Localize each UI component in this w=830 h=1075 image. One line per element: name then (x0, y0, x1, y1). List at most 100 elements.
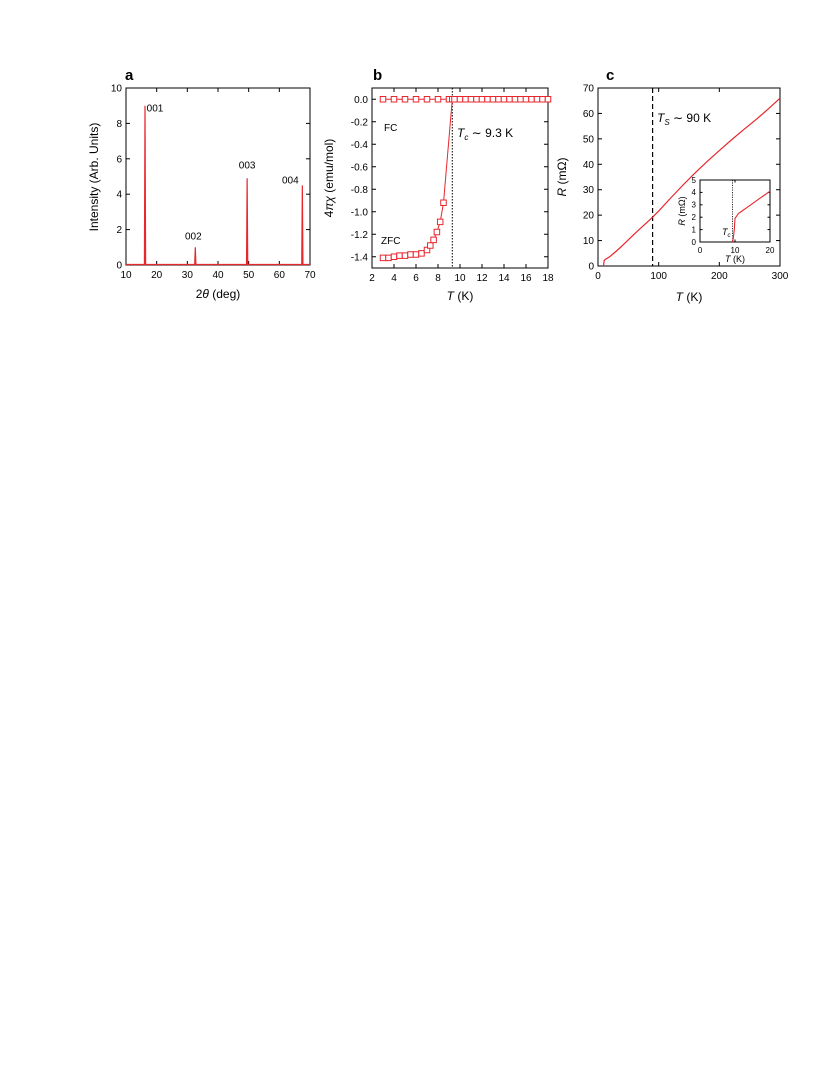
b-x-tick-label: 6 (413, 273, 419, 284)
panel-a-y-label: Intensity (Arb. Units) (87, 123, 101, 232)
panel-c-inset-x-label: T (K) (725, 254, 745, 264)
panel-b-fc-marker (462, 96, 469, 103)
panel-c-x-label: T (K) (676, 290, 703, 304)
panel-b-fc-marker (390, 96, 398, 103)
panel-b: b 2 4 6 8 10 12 14 16 18 0.0 -0.2 -0.4 -0.6 -0.8 -1.0… (322, 67, 554, 303)
c-y-tick-label: 10 (583, 236, 595, 247)
b-x-tick-label: 2 (369, 273, 375, 284)
c-x-tick-label: 200 (711, 271, 728, 282)
panel-b-y-ticks: 0.0 -0.2 -0.4 -0.6 -0.8 -1.0 -1.2 -1.4 (351, 95, 548, 263)
panel-b-fc-marker (456, 96, 464, 103)
a-y-tick-label: 10 (111, 84, 123, 95)
panel-b-fc-marker (544, 96, 552, 103)
panel-a-peak-label: 002 (185, 231, 202, 242)
panel-b-zfc-marker (385, 254, 392, 262)
panel-c-inset-frame (699, 179, 771, 243)
a-x-tick-label: 50 (243, 270, 255, 281)
c-x-tick-label: 100 (650, 271, 667, 282)
panel-c-inset-y-label: R (mΩ) (677, 196, 687, 225)
panel-b-fc-marker (533, 96, 541, 103)
ci-y-tick-label: 1 (692, 225, 697, 234)
panel-b-legend-zfc: ZFC (381, 236, 400, 247)
b-y-tick-label: -0.8 (351, 185, 369, 196)
panel-c-x-ticks: 0 100 200 300 (595, 88, 789, 282)
b-x-tick-label: 4 (391, 273, 397, 284)
panel-b-letter: b (373, 67, 382, 84)
panel-b-markers (379, 96, 552, 262)
b-x-tick-label: 14 (498, 273, 510, 284)
panel-a-letter: a (125, 67, 134, 84)
b-x-tick-label: 10 (454, 273, 466, 284)
b-x-tick-label: 12 (476, 273, 488, 284)
c-x-tick-label: 0 (595, 271, 601, 282)
panel-b-zfc-marker (412, 251, 420, 258)
b-y-tick-label: -0.4 (351, 140, 369, 151)
b-y-tick-label: -1.2 (351, 230, 369, 241)
panel-b-fc-marker (434, 96, 442, 103)
c-y-tick-label: 60 (583, 109, 595, 120)
panel-a-xrd-pattern (126, 105, 310, 266)
panel-b-fc-marker (539, 96, 546, 103)
panel-b-legend-fc: FC (384, 123, 397, 134)
c-y-tick-label: 30 (583, 185, 595, 196)
ci-y-tick-label: 0 (692, 238, 697, 247)
panel-b-zfc-marker (401, 252, 409, 259)
panel-b-fc-marker (379, 96, 387, 103)
panel-b-x-label: T (K) (447, 289, 474, 303)
panel-c-resistance-curve (603, 97, 781, 266)
panel-b-zfc-marker (423, 246, 431, 254)
a-x-tick-label: 60 (274, 270, 286, 281)
panel-b-fc-marker (528, 96, 535, 103)
a-x-tick-label: 70 (304, 270, 316, 281)
a-x-tick-label: 40 (212, 270, 224, 281)
panel-b-fc-marker (451, 96, 458, 103)
ci-x-tick-label: 0 (698, 246, 703, 255)
panel-b-fc-marker (511, 96, 519, 103)
panel-b-fc-marker (517, 96, 524, 103)
panel-b-zfc-marker (407, 251, 414, 258)
ci-x-tick-label: 20 (766, 246, 775, 255)
c-y-tick-label: 70 (583, 84, 595, 95)
a-y-tick-label: 6 (116, 154, 122, 165)
panel-b-zfc-marker (436, 218, 444, 226)
a-y-tick-label: 8 (116, 119, 122, 130)
panel-a-peak-label: 004 (282, 175, 299, 186)
a-y-tick-label: 2 (116, 225, 122, 236)
panel-a-peak-label: 003 (239, 160, 256, 171)
a-y-tick-label: 0 (116, 261, 122, 272)
panel-b-x-ticks: 2 4 6 8 10 12 14 16 18 (369, 88, 554, 284)
panel-a-peak-label: 001 (147, 104, 164, 115)
panel-b-fc-marker (473, 96, 480, 103)
panel-b-zfc-marker (433, 228, 441, 236)
a-y-tick-label: 4 (116, 190, 122, 201)
panel-a: a 10 20 30 40 50 60 70 0 2 4 6 8 10 001 002 003 004 2θ… (87, 67, 316, 301)
b-x-tick-label: 18 (542, 273, 554, 284)
b-y-tick-label: -0.6 (351, 162, 369, 173)
panel-a-x-label: 2θ (deg) (196, 287, 241, 301)
b-y-tick-label: -1.0 (351, 207, 369, 218)
panel-c-letter: c (606, 67, 614, 84)
panel-c-y-label: R (mΩ) (555, 158, 569, 197)
b-y-tick-label: -0.2 (351, 117, 369, 128)
b-x-tick-label: 16 (520, 273, 532, 284)
panel-c-inset-y-ticks: 0 1 2 3 4 5 (692, 176, 770, 247)
a-x-tick-label: 10 (120, 270, 132, 281)
c-y-tick-label: 40 (583, 160, 595, 171)
b-y-tick-label: -1.4 (351, 252, 369, 263)
panel-c-ts-annotation: TS ∼ 90 K (657, 111, 711, 127)
b-x-tick-label: 8 (435, 273, 441, 284)
panel-b-zfc-marker (430, 236, 437, 244)
panel-b-fc-marker (495, 96, 502, 103)
panel-b-fc-marker (423, 96, 431, 103)
panel-b-zfc-marker (390, 253, 398, 260)
panel-b-fc-marker (467, 96, 475, 103)
ci-y-tick-label: 2 (692, 213, 697, 222)
panel-b-fc-marker (489, 96, 497, 103)
ci-y-tick-label: 3 (692, 201, 697, 210)
panel-b-zfc-marker (440, 199, 447, 206)
panel-c-inset: 0 10 20 0 1 2 3 4 5 Tc T (K) R (mΩ) (677, 176, 775, 264)
panel-b-y-label: 4πχ (emu/mol) (322, 139, 336, 218)
